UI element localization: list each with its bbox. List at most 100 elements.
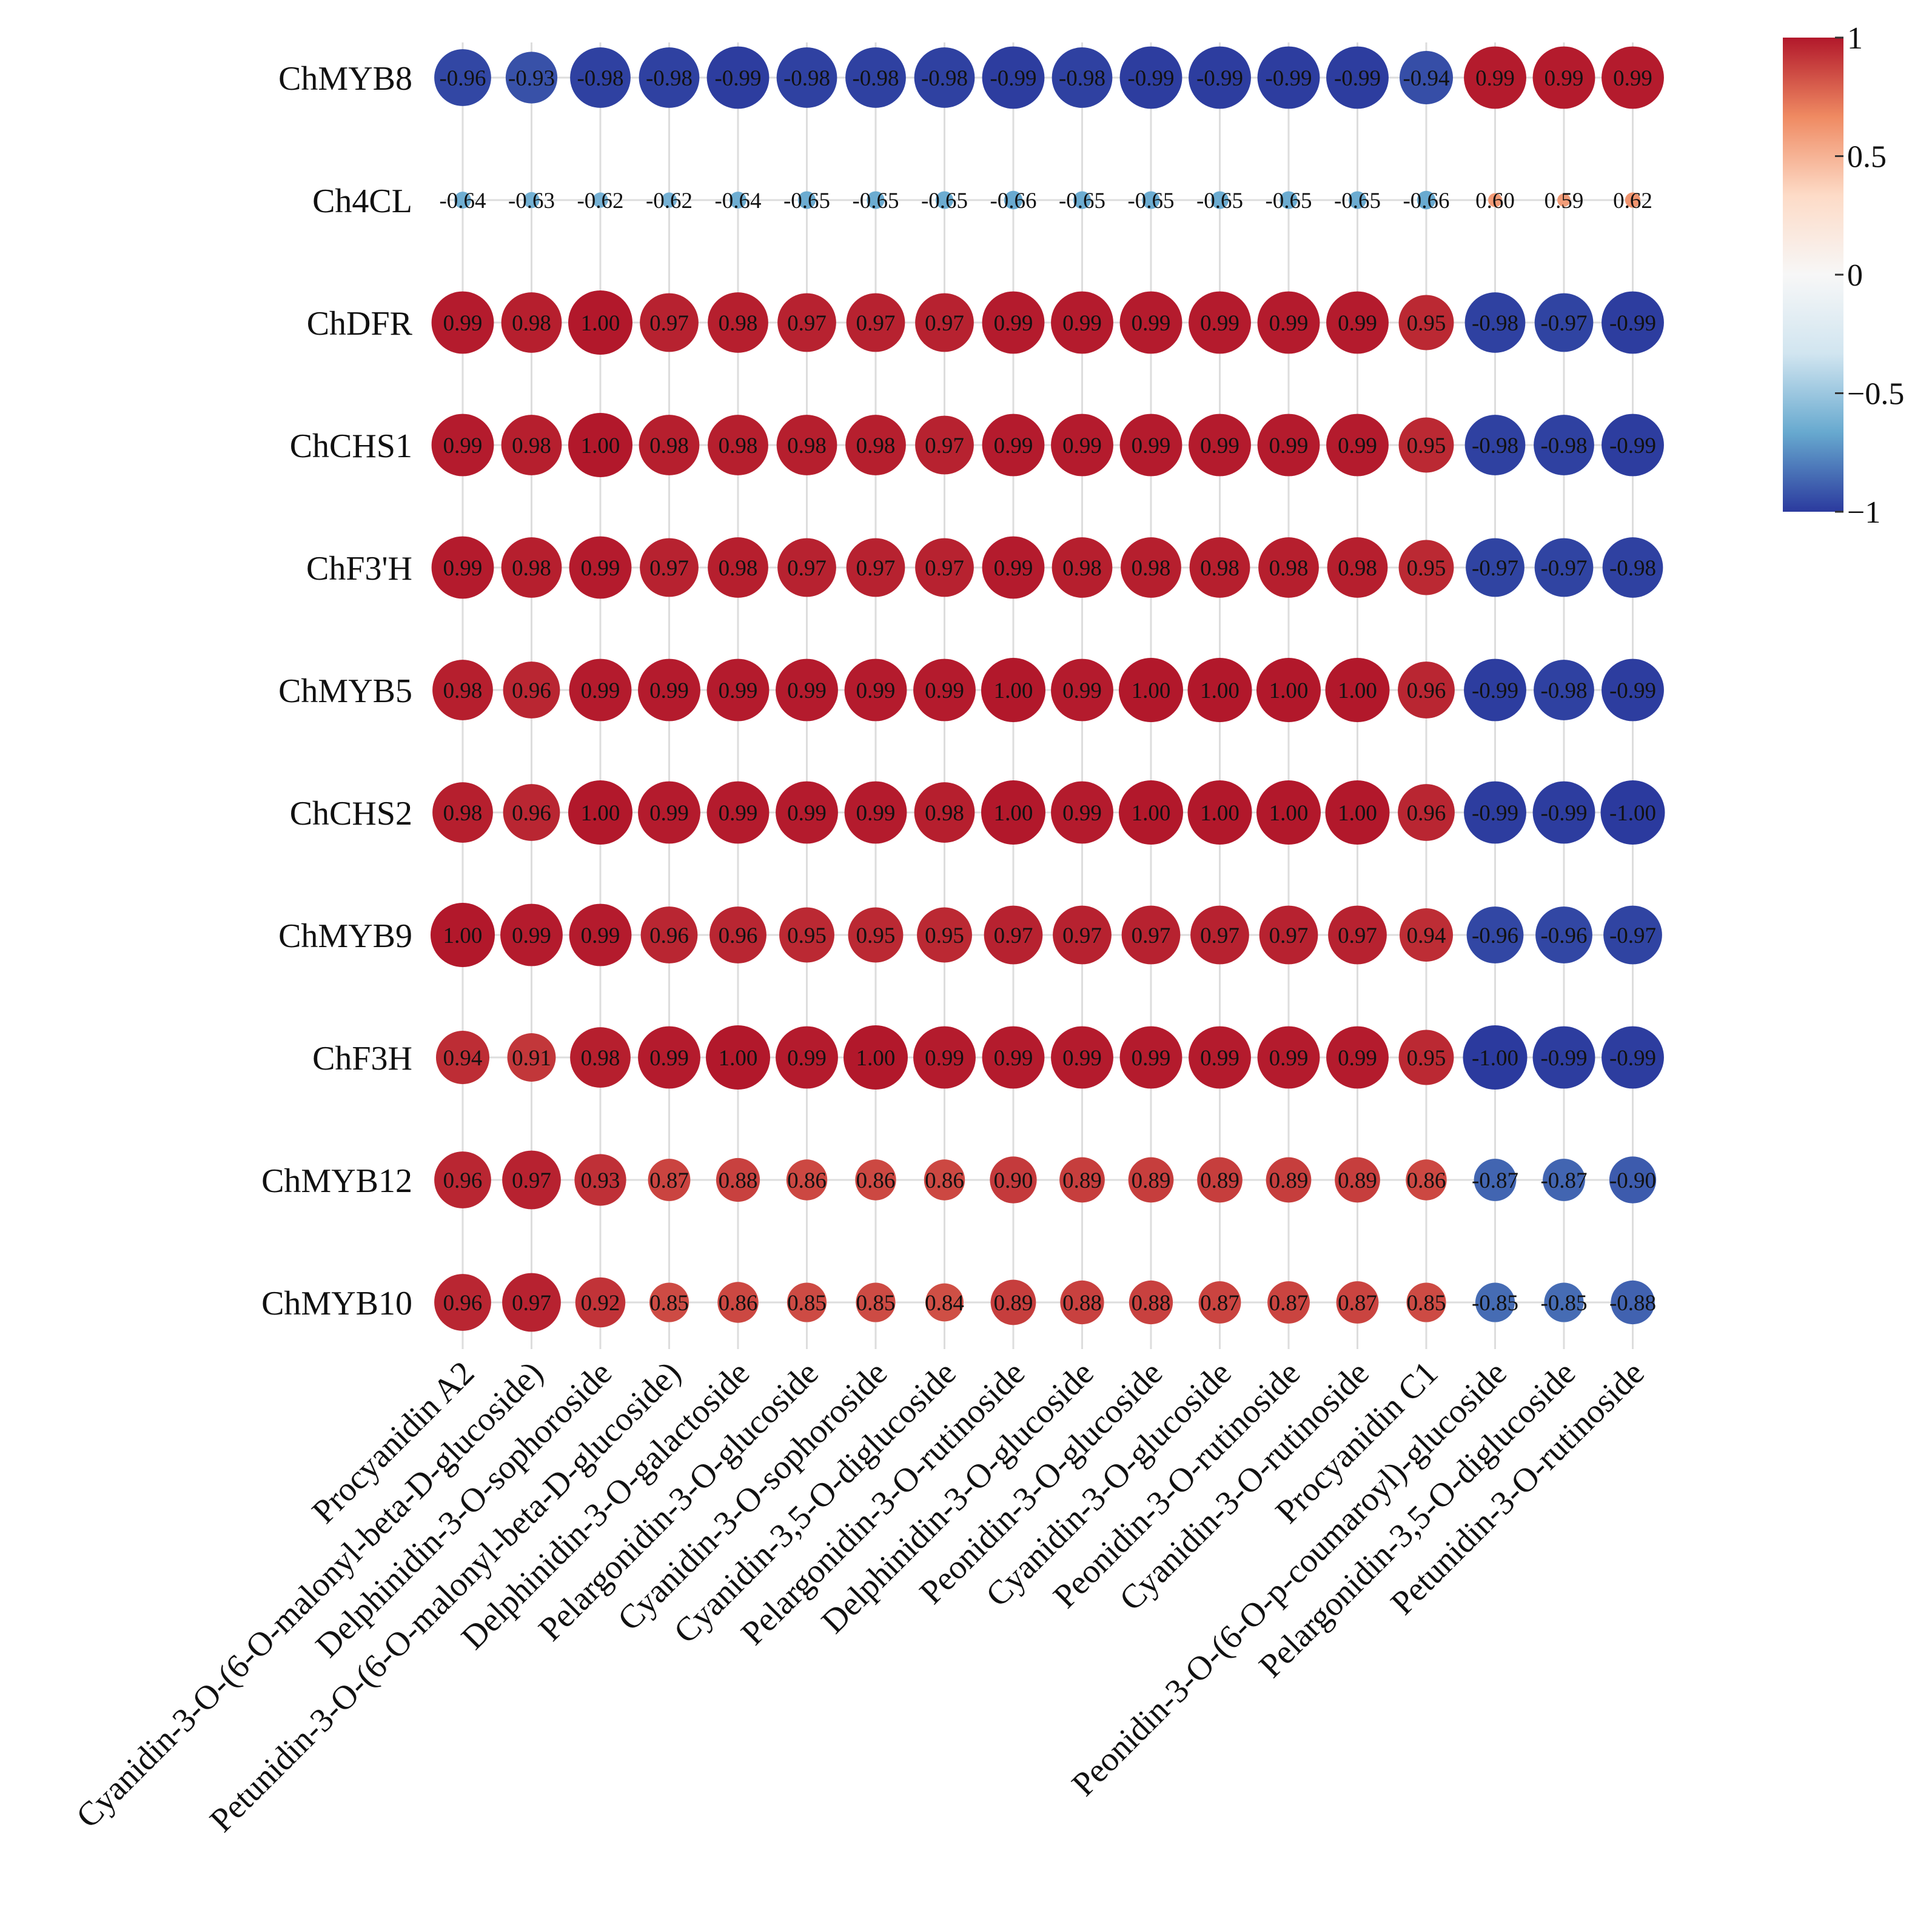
column-labels: Procyanidin A2Cyanidin-3-O-(6-O-malonyl-… xyxy=(69,1354,1652,1839)
correlation-value-label: 0.97 xyxy=(649,556,689,581)
correlation-circle xyxy=(434,1274,491,1331)
row-label: ChMYB9 xyxy=(278,917,412,955)
correlation-value-label: 1.00 xyxy=(1269,801,1309,826)
correlation-circle xyxy=(503,784,560,841)
correlation-value-label: 0.99 xyxy=(1200,311,1239,336)
correlation-circle xyxy=(779,907,834,963)
correlation-value-label: -0.65 xyxy=(783,189,830,213)
correlation-value-label: 0.96 xyxy=(512,678,551,703)
correlation-value-label: 1.00 xyxy=(994,801,1033,826)
correlation-circle xyxy=(1417,190,1436,210)
correlation-value-label: 0.99 xyxy=(719,801,758,826)
row-labels: ChMYB8 Ch4CL ChDFR ChCHS1 ChF3'H ChMYB5 ChCHS2… xyxy=(261,60,413,1322)
correlation-value-label: 0.97 xyxy=(512,1291,551,1316)
correlation-circle xyxy=(1398,295,1454,350)
correlation-circle xyxy=(568,780,632,845)
correlation-circle xyxy=(1189,414,1251,477)
correlation-value-label: -0.99 xyxy=(990,66,1036,91)
correlation-circle xyxy=(1544,1282,1584,1322)
correlation-circle xyxy=(1464,292,1526,353)
correlation-circle xyxy=(523,192,540,209)
correlation-circle xyxy=(501,292,562,353)
colorbar-tick-label: −1 xyxy=(1847,495,1880,530)
row-label: ChCHS2 xyxy=(290,795,412,832)
correlation-value-label: -0.62 xyxy=(646,189,693,213)
correlation-circle xyxy=(1198,1281,1241,1324)
correlation-value-label: 0.96 xyxy=(1407,678,1446,703)
correlation-value-label: 0.98 xyxy=(719,434,758,458)
correlation-circle xyxy=(505,52,558,104)
correlation-value-label: 0.98 xyxy=(1338,556,1377,581)
correlation-circle xyxy=(915,415,974,475)
correlation-circle xyxy=(1266,1157,1312,1203)
correlation-value-label: -0.64 xyxy=(714,189,761,213)
row-label: ChF3'H xyxy=(306,550,412,588)
correlation-circle xyxy=(570,1027,631,1088)
correlation-circle xyxy=(569,903,632,966)
correlation-value-label: 0.90 xyxy=(994,1168,1033,1193)
correlation-value-label: 0.86 xyxy=(1407,1168,1446,1193)
correlation-value-label: 0.99 xyxy=(1132,1046,1171,1071)
row-label: ChMYB8 xyxy=(278,60,412,98)
correlation-circle xyxy=(1398,540,1454,595)
correlation-circle xyxy=(1557,193,1571,207)
correlation-circle xyxy=(648,1159,691,1201)
correlation-value-label: -0.97 xyxy=(1540,556,1587,581)
correlation-circle xyxy=(844,781,907,844)
correlation-value-label: 0.97 xyxy=(994,923,1033,948)
colorbar: 1 0.5 0 −0.5 −1 xyxy=(1783,21,1904,530)
correlation-circle xyxy=(639,415,700,475)
correlation-circle xyxy=(990,1156,1037,1204)
correlation-value-label: 0.99 xyxy=(1062,434,1102,458)
correlation-circle xyxy=(1602,1026,1664,1089)
correlation-value-label: 0.89 xyxy=(994,1291,1033,1316)
correlation-circle xyxy=(638,1026,700,1089)
correlation-value-label: -0.65 xyxy=(921,189,968,213)
cell-layer: -0.96 -0.93 -0.98 -0.98 -0.99 -0.98 -0.98 -0.98… xyxy=(431,46,1665,1332)
correlation-circle xyxy=(708,415,768,475)
correlation-circle xyxy=(914,782,975,843)
correlation-circle xyxy=(990,1279,1036,1325)
row-label: Ch4CL xyxy=(312,183,412,220)
correlation-circle xyxy=(1406,1282,1446,1322)
correlation-circle xyxy=(1611,1280,1655,1325)
correlation-circle xyxy=(500,903,563,966)
correlation-circle xyxy=(915,538,974,597)
correlation-circle xyxy=(924,1159,965,1201)
row-label: ChDFR xyxy=(307,305,413,343)
correlation-value-label: 0.85 xyxy=(1407,1291,1446,1316)
correlation-circle xyxy=(1052,537,1113,598)
correlation-circle xyxy=(1121,537,1181,598)
correlation-circle xyxy=(787,1282,827,1322)
correlation-circle xyxy=(1600,780,1665,845)
correlation-value-label: 0.99 xyxy=(581,678,620,703)
correlation-value-label: 0.84 xyxy=(925,1291,964,1316)
correlation-value-label: 0.89 xyxy=(1269,1168,1309,1193)
correlation-value-label: 0.99 xyxy=(925,678,964,703)
correlation-value-label: 0.98 xyxy=(581,1046,620,1071)
correlation-circle xyxy=(1406,1159,1447,1201)
correlation-circle xyxy=(1326,1026,1389,1089)
correlation-circle xyxy=(575,1277,626,1328)
correlation-value-label: -0.65 xyxy=(1334,189,1381,213)
correlation-value-label: 0.87 xyxy=(1200,1291,1239,1316)
correlation-value-label: 0.87 xyxy=(1269,1291,1309,1316)
correlation-value-label: 0.86 xyxy=(787,1168,827,1193)
correlation-value-label: 0.96 xyxy=(649,923,689,948)
correlation-value-label: -0.96 xyxy=(1472,923,1518,948)
correlation-circle xyxy=(1464,46,1526,109)
correlation-value-label: 0.95 xyxy=(856,923,896,948)
correlation-value-label: 0.99 xyxy=(581,923,620,948)
correlation-circle xyxy=(981,658,1045,722)
correlation-circle xyxy=(1259,905,1318,965)
correlation-value-label: 0.93 xyxy=(581,1168,620,1193)
correlation-circle xyxy=(501,537,562,598)
correlation-value-label: 0.99 xyxy=(1269,434,1309,458)
correlation-value-label: -0.88 xyxy=(1609,1291,1656,1316)
correlation-circle xyxy=(1004,190,1023,210)
correlation-circle xyxy=(797,191,816,209)
correlation-circle xyxy=(1326,46,1389,109)
correlation-circle xyxy=(1463,1025,1528,1090)
correlation-value-label: 0.99 xyxy=(1338,1046,1377,1071)
correlation-value-label: 0.99 xyxy=(1545,66,1584,91)
